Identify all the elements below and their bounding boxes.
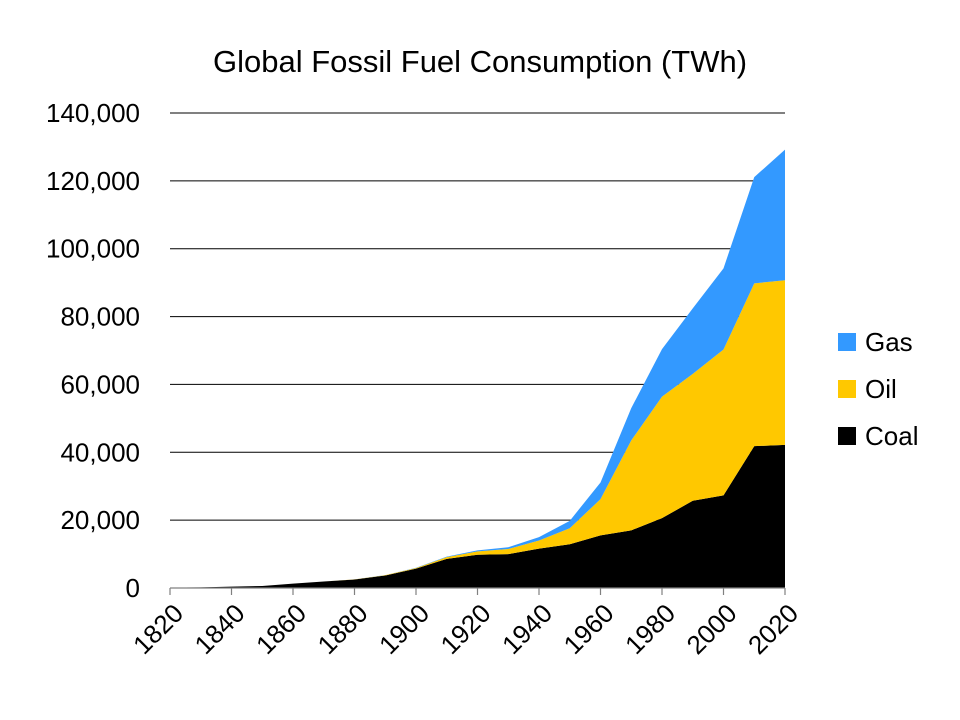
legend-swatch-gas (838, 333, 856, 351)
x-tick-label-1940: 1940 (496, 598, 558, 660)
area-series-coal (170, 444, 785, 588)
x-tick-label-1820: 1820 (127, 598, 189, 660)
x-tick-label-1900: 1900 (373, 598, 435, 660)
x-tick-label-1880: 1880 (311, 598, 373, 660)
legend-label-coal: Coal (865, 421, 918, 451)
legend-label-gas: Gas (865, 327, 913, 357)
x-tick-label-1840: 1840 (188, 598, 250, 660)
y-tick-label-2: 40,000 (60, 437, 140, 467)
y-tick-label-7: 140,000 (46, 98, 140, 128)
legend-label-oil: Oil (865, 374, 897, 404)
x-tick-label-2020: 2020 (742, 598, 804, 660)
y-tick-label-0: 0 (126, 573, 140, 603)
x-tick-label-2000: 2000 (680, 598, 742, 660)
legend-swatch-oil (838, 380, 856, 398)
x-tick-label-1860: 1860 (250, 598, 312, 660)
y-tick-label-6: 120,000 (46, 166, 140, 196)
y-tick-label-5: 100,000 (46, 234, 140, 264)
area-series-gas (170, 149, 785, 588)
x-tick-label-1980: 1980 (619, 598, 681, 660)
x-tick-label-1920: 1920 (434, 598, 496, 660)
y-tick-label-4: 80,000 (60, 302, 140, 332)
legend-swatch-coal (838, 427, 856, 445)
x-tick-label-1960: 1960 (557, 598, 619, 660)
chart-title: Global Fossil Fuel Consumption (TWh) (212, 44, 748, 79)
area-series-oil (170, 280, 785, 588)
y-tick-label-1: 20,000 (60, 505, 140, 535)
y-tick-label-3: 60,000 (60, 369, 140, 399)
